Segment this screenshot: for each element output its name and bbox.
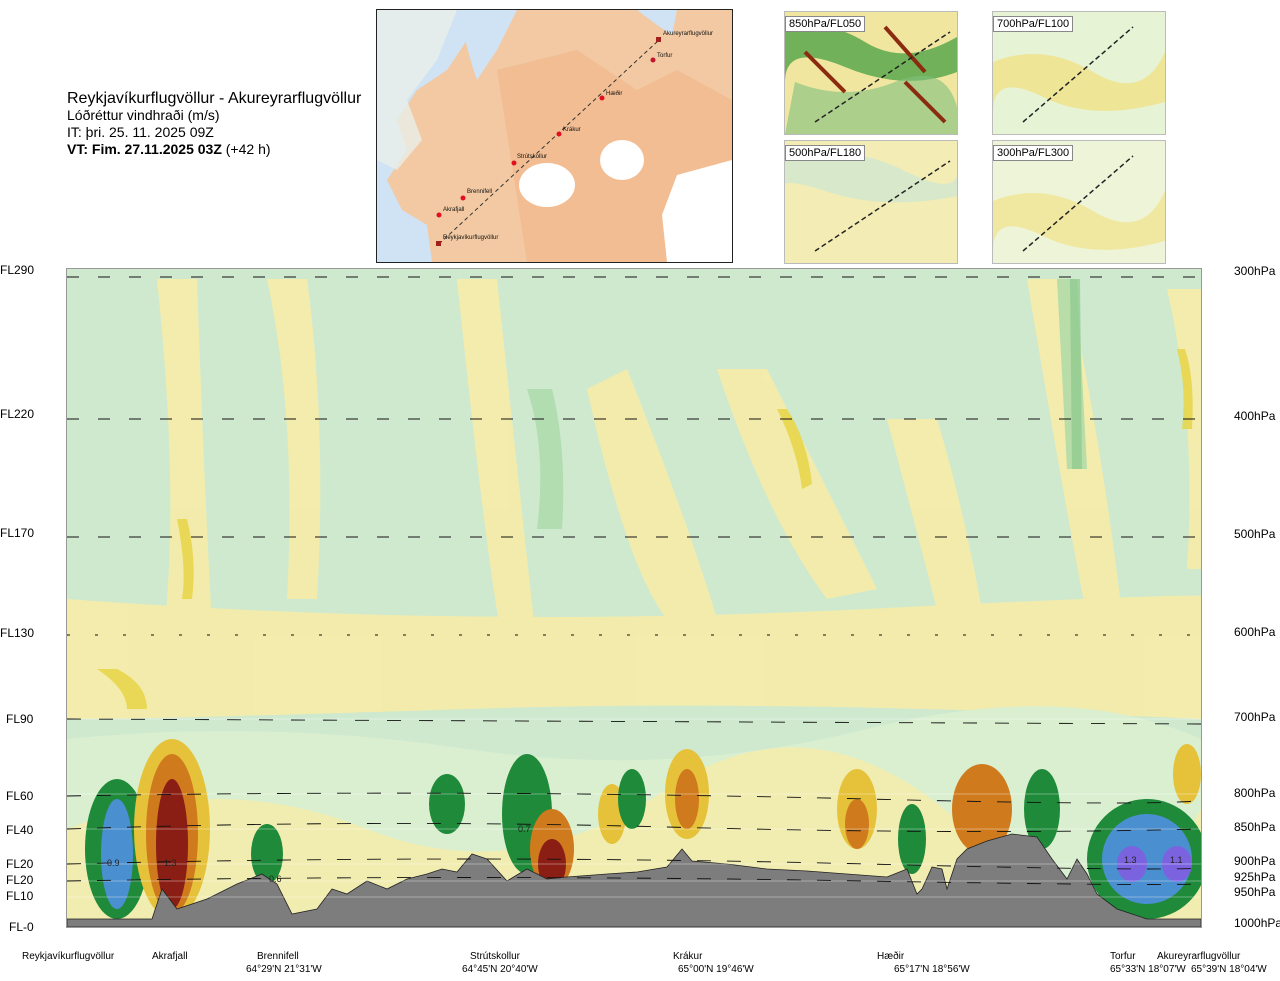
wind-barbs-850hpa xyxy=(67,822,1201,833)
waypoint-coord: 64°45'N 20°40'W xyxy=(462,964,538,975)
waypoint-coord: 65°39'N 18°04'W xyxy=(1191,964,1267,975)
pressure-label: 300hPa xyxy=(1234,264,1276,278)
waypoint-name: Krákur xyxy=(673,951,703,962)
fl-label: FL90 xyxy=(6,712,34,726)
pressure-label: 850hPa xyxy=(1234,820,1276,834)
map-label-brennifell: Brennifell xyxy=(467,189,492,195)
waypoint-name: Strútskollur xyxy=(470,951,521,962)
thumbnail-500hpa[interactable]: 500hPa/FL180 xyxy=(784,140,958,264)
map-label-reykjavik: Reykjavíkurflugvöllur xyxy=(443,235,498,241)
cell-value: 1.3 xyxy=(164,858,177,868)
fl-label: FL170 xyxy=(0,526,35,540)
route-title: Reykjavíkurflugvöllur - Akureyrarflugvöl… xyxy=(67,90,362,107)
map-label-torfur: Torfur xyxy=(657,53,672,59)
fl-label: FL130 xyxy=(0,626,35,640)
pressure-label: 800hPa xyxy=(1234,786,1276,800)
cross-section-plot xyxy=(66,268,1202,928)
thumbnail-850hpa[interactable]: 850hPa/FL050 xyxy=(784,11,958,135)
cell-value: 0.6 xyxy=(269,874,282,884)
wind-barbs-900hpa xyxy=(67,858,1201,870)
pressure-label: 500hPa xyxy=(1234,527,1276,541)
parameter-title: Lóðréttur vindhraði (m/s) xyxy=(67,107,220,123)
fl-label: FL20 xyxy=(6,857,34,871)
waypoint-name: Akrafjall xyxy=(152,951,188,962)
cell-value: 0.7 xyxy=(518,824,531,834)
thumbnail-700hpa[interactable]: 700hPa/FL100 xyxy=(992,11,1166,135)
fl-label: FL220 xyxy=(0,407,35,421)
cell-value: 0.9 xyxy=(107,858,120,868)
waypoint-name: Brennifell xyxy=(257,951,299,962)
pressure-label: 900hPa xyxy=(1234,854,1276,868)
thumbnail-700hpa-label: 700hPa/FL100 xyxy=(993,16,1074,32)
title-block: Reykjavíkurflugvöllur - Akureyrarflugvöl… xyxy=(67,90,361,158)
issue-time: IT: þri. 25. 11. 2025 09Z xyxy=(67,124,214,140)
map-label-krakur: Krákur xyxy=(563,127,581,133)
valid-time: VT: Fim. 27.11.2025 03Z (+42 h) xyxy=(67,141,271,157)
fl-label: FL20 xyxy=(6,873,34,887)
terrain-profile xyxy=(67,833,1201,927)
map-label-strutskollur: Strútskollur xyxy=(517,154,547,160)
waypoint-coord: 65°00'N 19°46'W xyxy=(678,964,754,975)
waypoint-name: Hæðir xyxy=(877,951,905,962)
wind-barbs-925hpa xyxy=(67,877,1201,885)
waypoint-name: Akureyrarflugvöllur xyxy=(1157,951,1241,962)
waypoint-coord: 65°17'N 18°56'W xyxy=(894,964,970,975)
fl-label: FL10 xyxy=(6,889,34,903)
pressure-label: 1000hPa xyxy=(1234,916,1280,930)
waypoint-coord: 64°29'N 21°31'W xyxy=(246,964,322,975)
map-label-haedir: Hæðir xyxy=(606,90,622,97)
waypoint-coord: 65°33'N 18°07'W xyxy=(1110,964,1186,975)
pressure-label: 600hPa xyxy=(1234,625,1276,639)
pressure-label: 950hPa xyxy=(1234,885,1276,899)
waypoint-name: Torfur xyxy=(1110,951,1136,962)
waypoint-name: Reykjavíkurflugvöllur xyxy=(22,951,115,962)
fl-label: FL60 xyxy=(6,789,34,803)
fl-label: FL40 xyxy=(6,823,34,837)
cell-value: 1.1 xyxy=(1170,855,1183,865)
wind-barbs-800hpa xyxy=(67,792,1201,804)
fl-label: FL290 xyxy=(0,263,35,277)
cell-value: 1.3 xyxy=(1124,855,1137,865)
map-label-akureyri: Akureyrarflugvöllur xyxy=(663,31,713,37)
map-label-akrafjall: Akrafjall xyxy=(443,207,464,213)
thumbnail-500hpa-label: 500hPa/FL180 xyxy=(785,145,866,161)
thumbnail-300hpa[interactable]: 300hPa/FL300 xyxy=(992,140,1166,264)
route-map: Akureyrarflugvöllur Torfur Hæðir Krákur … xyxy=(376,9,733,263)
pressure-label: 700hPa xyxy=(1234,710,1276,724)
pressure-label: 925hPa xyxy=(1234,870,1276,884)
thumbnail-850hpa-label: 850hPa/FL050 xyxy=(785,16,866,32)
pressure-label: 400hPa xyxy=(1234,409,1276,423)
thumbnail-300hpa-label: 300hPa/FL300 xyxy=(993,145,1074,161)
fl-label: FL-0 xyxy=(9,920,34,934)
